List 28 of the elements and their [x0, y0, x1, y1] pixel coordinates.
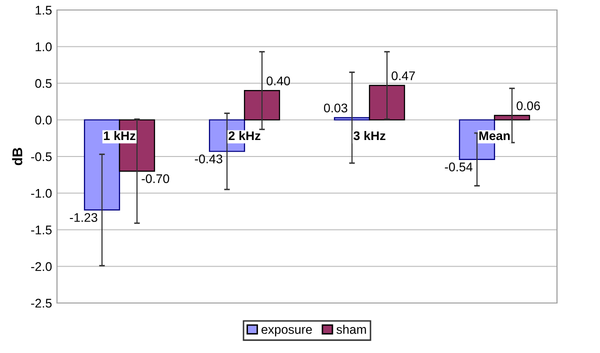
y-tick-label: 0.0: [35, 116, 52, 125]
bar: [494, 114, 530, 120]
y-tick-label: -2.5: [31, 298, 52, 308]
data-label: -0.70: [142, 174, 170, 184]
x-tick-label: Mean: [479, 131, 510, 140]
bar: [334, 117, 370, 120]
y-tick-label: -1.0: [31, 188, 52, 198]
data-label: -0.43: [194, 154, 222, 164]
y-tick-label: 0.5: [35, 79, 52, 88]
x-tick-label: 1 kHz: [104, 130, 136, 140]
bar: [244, 90, 280, 120]
bar: [368, 84, 406, 120]
data-label: -0.54: [444, 162, 472, 172]
x-tick-label: 2 kHz: [228, 130, 260, 140]
data-label: 0.03: [324, 104, 348, 112]
legend-label: sham: [336, 324, 366, 334]
data-label: 0.47: [392, 71, 415, 80]
x-tick-label: 3 kHz: [353, 130, 386, 140]
data-label: 0.06: [516, 101, 540, 110]
data-label: 0.40: [266, 76, 290, 86]
y-tick-label: -1.5: [31, 226, 52, 234]
legend-label: exposure: [262, 327, 312, 336]
data-label: -1.23: [70, 213, 98, 222]
y-tick-label: 1.5: [36, 6, 52, 15]
y-axis-title: dB: [12, 148, 22, 166]
y-tick-label: -2.0: [31, 262, 52, 272]
y-tick-label: -0.5: [31, 152, 52, 162]
y-tick-label: 1.0: [36, 42, 52, 52]
